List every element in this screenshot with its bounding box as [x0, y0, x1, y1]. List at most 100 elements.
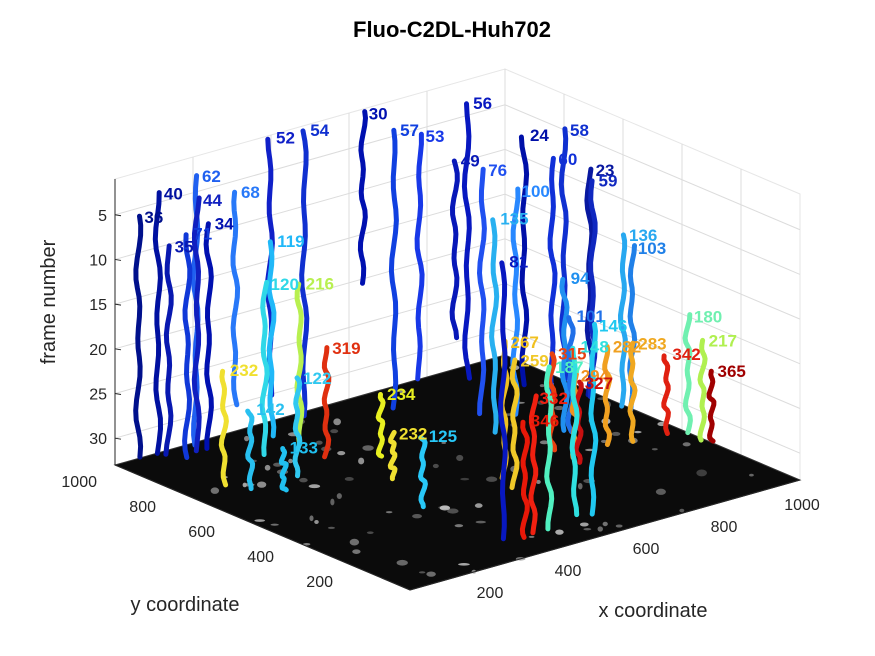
cell-speck [537, 400, 545, 405]
cell-speck [210, 487, 220, 494]
cell-speck [651, 448, 658, 451]
x-axis-line [409, 479, 801, 591]
track-30 [357, 109, 368, 286]
cell-speck [308, 484, 321, 489]
track-label-30: 30 [369, 104, 388, 123]
cell-speck [349, 538, 360, 546]
cell-speck [396, 559, 408, 566]
track-40 [152, 190, 163, 456]
x-tick-label: 600 [633, 541, 660, 558]
cell-speck [366, 531, 374, 534]
cell-speck [456, 454, 464, 461]
track-label-35: 35 [175, 237, 194, 256]
track-label-56: 56 [473, 94, 492, 113]
track-35 [163, 243, 174, 457]
track-57 [388, 127, 399, 411]
track-label-234: 234 [387, 385, 416, 404]
track-234 [375, 392, 386, 459]
track-187 [543, 364, 555, 532]
track-label-122: 122 [303, 369, 331, 388]
track-label-282: 282 [613, 338, 641, 357]
z-tick [114, 258, 122, 261]
track-label-119: 119 [277, 232, 304, 251]
x-tick-label: 800 [711, 519, 738, 536]
track-label-36: 36 [144, 208, 163, 227]
y-tick-label: 1000 [61, 474, 97, 491]
cell-speck [597, 526, 603, 532]
cell-speck [602, 521, 608, 527]
track-label-259: 259 [520, 351, 548, 370]
track-label-365: 365 [718, 362, 746, 381]
cell-speck [288, 458, 293, 464]
track-layer [133, 101, 717, 542]
track-282 [602, 343, 612, 447]
track-label-23: 23 [596, 161, 615, 180]
cell-speck [399, 389, 407, 394]
x-axis-title: x coordinate [599, 600, 708, 622]
cell-speck [615, 524, 623, 528]
track-label-142: 142 [256, 400, 284, 419]
cell-speck [254, 519, 266, 522]
z-tick [114, 348, 122, 351]
cell-speck [749, 473, 754, 477]
cell-speck [528, 535, 535, 538]
track-label-232: 232 [230, 361, 258, 380]
track-label-125: 125 [429, 427, 457, 446]
cell-speck [315, 440, 323, 445]
cell-speck [679, 508, 685, 513]
track-label-71: 71 [193, 225, 212, 244]
cell-speck [432, 463, 439, 469]
track-label-53: 53 [426, 127, 445, 146]
track-label-24: 24 [530, 126, 549, 145]
cell-speck [536, 479, 541, 485]
track-142 [245, 408, 256, 492]
track-label-267: 267 [511, 333, 539, 352]
cell-speck [412, 513, 422, 519]
track-label-342: 342 [672, 345, 700, 364]
cell-speck [358, 457, 365, 465]
cell-speck [454, 524, 464, 528]
track-49 [449, 158, 460, 341]
cell-speck [330, 498, 335, 506]
cell-speck [458, 563, 470, 566]
axis-layer: 5 10 15 20 25 30 200 400 600 800 1000 200 400 600 800 1… [61, 179, 820, 602]
track-36 [133, 213, 144, 460]
track-81 [498, 260, 508, 542]
y-tick-label: 600 [188, 524, 215, 541]
track-232 [387, 429, 398, 482]
track-125 [418, 435, 428, 510]
track-122 [292, 375, 303, 479]
cell-speck [447, 508, 459, 514]
track-53 [414, 131, 425, 382]
track-56 [461, 101, 472, 381]
track-label-34: 34 [215, 214, 234, 233]
cell-speck [539, 440, 549, 445]
z-tick-label: 20 [89, 342, 107, 359]
z-tick [114, 303, 122, 306]
track-120 [259, 279, 270, 457]
track-332 [528, 393, 539, 536]
track-232 [218, 368, 229, 488]
y-tick-label: 200 [306, 574, 333, 591]
cell-speck [696, 469, 708, 477]
track-label-120: 120 [271, 275, 299, 294]
track-label-44: 44 [203, 191, 222, 210]
track-label-100: 100 [522, 182, 550, 201]
track-283 [627, 340, 638, 444]
track-label-283: 283 [638, 335, 666, 354]
track-133 [278, 446, 289, 493]
track-label-327: 327 [585, 374, 613, 393]
cell-speck [655, 488, 666, 495]
y-axis-title: y coordinate [131, 594, 240, 616]
cell-speck [426, 571, 436, 577]
cell-speck [539, 384, 545, 388]
track-146 [588, 321, 599, 517]
track-180 [682, 312, 693, 436]
track-101 [565, 315, 576, 435]
z-tick-label: 15 [89, 297, 107, 314]
track-54 [299, 128, 310, 419]
track-68 [230, 189, 241, 408]
cell-speck [327, 526, 336, 529]
